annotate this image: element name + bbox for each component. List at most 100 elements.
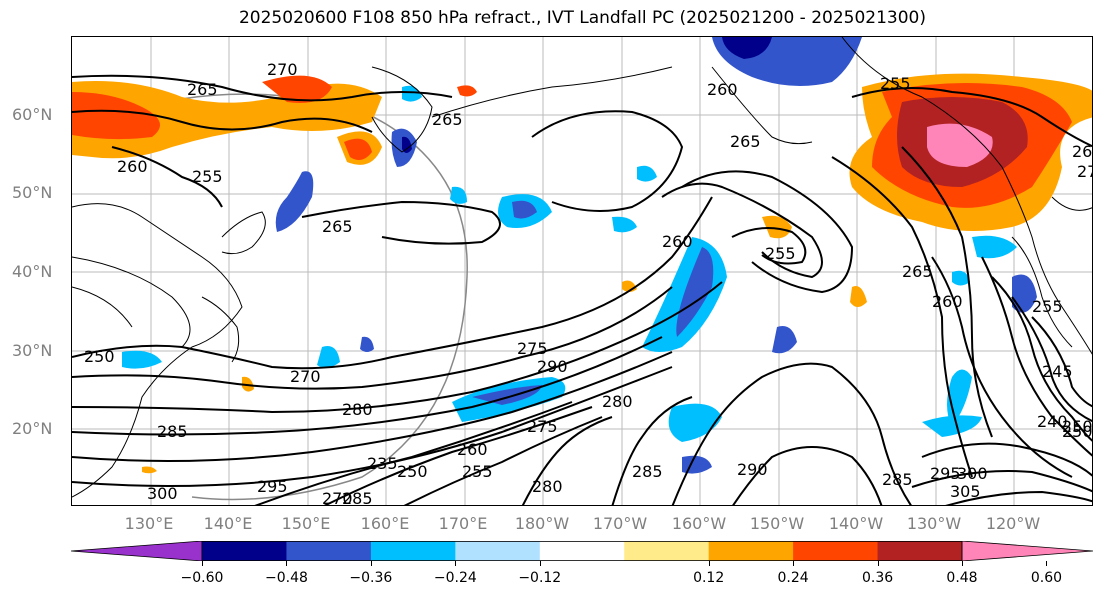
- lat-label-20n: 20°N: [12, 419, 53, 438]
- colorbar-tick-label: 0.48: [946, 570, 978, 586]
- contour-label: 265: [432, 110, 463, 129]
- lon-label: 180°W: [514, 514, 570, 533]
- contour-label: 255: [880, 74, 911, 93]
- contour-label: 275: [527, 417, 558, 436]
- colorbar-tickmark: [877, 561, 879, 566]
- lon-label: 150°W: [749, 514, 805, 533]
- colorbar-tick-label: 0.36: [861, 570, 894, 586]
- colorbar-tick-label: 0.24: [777, 570, 809, 586]
- colorbar-segment: [708, 541, 794, 561]
- colorbar-segment: [286, 541, 372, 561]
- colorbar-tick-label: −0.48: [264, 570, 308, 586]
- colorbar-tickmark: [962, 561, 963, 566]
- contour-label: 235: [367, 454, 398, 473]
- contour-label: 285: [157, 422, 188, 441]
- colorbar-tick-label: −0.24: [433, 570, 477, 586]
- thin-contours: [72, 256, 191, 348]
- colorbar-segment: [370, 541, 456, 561]
- lon-label: 130°W: [906, 514, 962, 533]
- contour-label: 255: [192, 167, 223, 186]
- colorbar: [71, 541, 1093, 561]
- colorbar-segment: [539, 541, 625, 561]
- lat-label-40n: 40°N: [12, 262, 53, 281]
- contour-label: 280: [342, 400, 373, 419]
- contour-label: 260: [457, 440, 488, 459]
- colorbar-segment: [877, 541, 963, 561]
- lat-label-60n: 60°N: [12, 105, 53, 124]
- contour-label: 295: [930, 464, 961, 483]
- contour-label: 275: [517, 339, 548, 358]
- contour-label: 270: [1077, 162, 1093, 181]
- colorbar-tick-label: 0.12: [693, 570, 725, 586]
- colorbar-segment: [202, 541, 287, 561]
- lat-label-30n: 30°N: [12, 341, 53, 360]
- colorbar-border: [201, 541, 963, 561]
- contour-label: 270: [322, 489, 353, 506]
- contour-label: 250: [1062, 417, 1093, 436]
- colorbar-tick-label: 0.60: [1030, 570, 1063, 586]
- contour-label: 260: [707, 80, 738, 99]
- contour-label: 260: [1072, 142, 1093, 161]
- contour-label: 280: [602, 392, 633, 411]
- contour-label: 270: [267, 60, 298, 79]
- contour-label: 295: [257, 477, 288, 496]
- region-circle: [111, 93, 468, 501]
- contour-label: 250: [1062, 422, 1093, 441]
- negative-shading: [122, 37, 1037, 474]
- lon-label: 140°W: [828, 514, 884, 533]
- contour-label: 285: [632, 462, 663, 481]
- lon-label: 140°E: [203, 514, 253, 533]
- contour-label: 255: [462, 462, 493, 481]
- map-panel: 270 265 260 255 265 265 260 265 255 260 …: [71, 36, 1093, 506]
- contour-label: 260: [662, 232, 693, 251]
- positive-shading: [72, 73, 1092, 474]
- contour-label: 245: [1042, 362, 1073, 381]
- colorbar-tickmark: [539, 561, 541, 566]
- colorbar-tickmark: [370, 561, 372, 566]
- contour-label: 285: [342, 489, 373, 506]
- lon-label: 170°E: [438, 514, 488, 533]
- contour-label: 300: [957, 464, 988, 483]
- colorbar-segment: [71, 541, 203, 561]
- contour-label: 260: [117, 157, 148, 176]
- colorbar-tick-label: −0.36: [349, 570, 393, 586]
- contour-label: 270: [290, 367, 321, 386]
- contour-label: 290: [537, 357, 568, 376]
- lon-label: 150°E: [281, 514, 331, 533]
- contour-label: 260: [932, 292, 963, 311]
- map-title: 2025020600 F108 850 hPa refract., IVT La…: [238, 8, 926, 28]
- lat-label-50n: 50°N: [12, 183, 53, 202]
- colorbar-segment: [793, 541, 879, 561]
- lon-label: 160°W: [671, 514, 727, 533]
- colorbar-tickmark: [202, 561, 203, 566]
- contour-label: 255: [765, 244, 796, 263]
- colorbar-tick-label: −0.60: [180, 570, 224, 586]
- contour-label: 300: [147, 484, 178, 503]
- contour-label: 265: [730, 132, 761, 151]
- lon-label: 170°W: [592, 514, 648, 533]
- lon-label: 130°E: [124, 514, 174, 533]
- contour-label: 285: [882, 470, 913, 489]
- contour-label: 250: [84, 347, 115, 366]
- colorbar-tickmark: [455, 561, 457, 566]
- contour-lines: [72, 74, 1092, 505]
- colorbar-segment: [455, 541, 541, 561]
- contour-label: 265: [322, 217, 353, 236]
- contour-label: 240: [1037, 412, 1068, 431]
- contour-label: 265: [187, 80, 218, 99]
- colorbar-tickmark: [793, 561, 795, 566]
- contour-label: 250: [397, 462, 428, 481]
- contour-label: 280: [532, 477, 563, 496]
- lon-label: 160°E: [360, 514, 410, 533]
- contour-label: 265: [902, 262, 933, 281]
- colorbar-segment: [624, 541, 710, 561]
- colorbar-tickmark: [286, 561, 288, 566]
- contour-label: 290: [737, 460, 768, 479]
- lon-label: 120°W: [985, 514, 1041, 533]
- colorbar-tick-label: −0.12: [518, 570, 562, 586]
- map-svg: 270 265 260 255 265 265 260 265 255 260 …: [72, 37, 1093, 506]
- contour-label: 305: [950, 482, 981, 501]
- contour-label: 255: [1032, 297, 1063, 316]
- colorbar-tickmark: [1046, 561, 1048, 566]
- colorbar-segment: [961, 541, 1093, 561]
